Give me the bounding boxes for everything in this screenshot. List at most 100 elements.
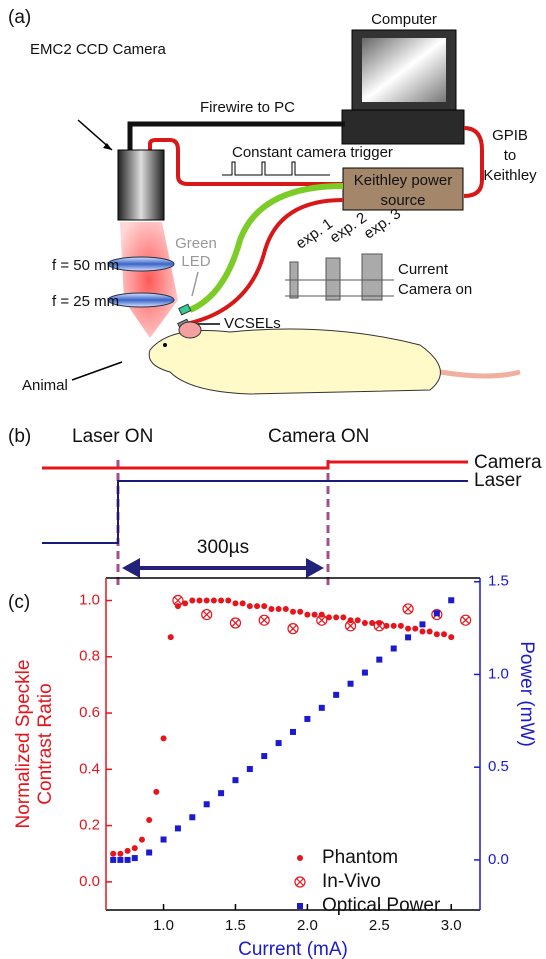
- lens: [107, 256, 175, 272]
- point: [203, 801, 210, 808]
- point: [246, 603, 253, 610]
- lens-label: f = 50 mm: [52, 257, 119, 274]
- point: [201, 609, 213, 621]
- point: [397, 622, 404, 629]
- point: [333, 691, 340, 698]
- point: [344, 620, 357, 632]
- led-cable: [188, 183, 344, 313]
- point: [160, 735, 167, 742]
- point: [196, 597, 203, 604]
- keithley-label: Keithley power: [354, 172, 452, 189]
- y-tick-label: 0.2: [79, 817, 100, 834]
- panel-a: (a) Computer EMC2 CCD Camera Firewire to…: [8, 7, 537, 395]
- point: [131, 845, 138, 852]
- point: [383, 622, 390, 629]
- trigger-pulses: [222, 161, 330, 176]
- arrow: [71, 361, 123, 381]
- panel-b: (b) Laser ON Camera ON Camera Laser 300µ…: [8, 426, 542, 585]
- y2-tick-label: 1.0: [488, 665, 509, 682]
- panel-label: (a): [8, 7, 31, 28]
- legend-label: Optical Power: [322, 895, 441, 916]
- y2-axis-title: Power (mW): [516, 641, 537, 747]
- point: [304, 715, 311, 722]
- point: [290, 728, 296, 735]
- legend-marker: [297, 855, 303, 861]
- led-label: Green: [175, 235, 217, 252]
- camera-signal: [42, 460, 468, 470]
- computer-base: [341, 109, 465, 145]
- point: [218, 790, 225, 797]
- animal-label: Animal: [22, 377, 68, 394]
- point: [340, 614, 347, 621]
- point: [376, 656, 383, 663]
- camera-on-label: Camera ON: [268, 426, 369, 447]
- point: [448, 634, 455, 641]
- laser-on-label: Laser ON: [72, 426, 153, 447]
- point: [441, 631, 448, 638]
- legend-label: Phantom: [322, 847, 398, 868]
- point: [412, 625, 419, 632]
- point: [258, 614, 270, 626]
- lens-label: f = 25 mm: [52, 293, 119, 310]
- point: [172, 594, 184, 607]
- point: [287, 623, 299, 635]
- point: [311, 611, 318, 618]
- animal: [148, 328, 441, 395]
- point: [229, 617, 242, 629]
- panel-label: (c): [8, 592, 30, 613]
- laser-signal: [42, 480, 468, 544]
- point: [146, 816, 153, 823]
- point: [282, 605, 289, 612]
- y-tick-label: 0.6: [79, 704, 100, 721]
- point: [402, 603, 414, 615]
- point: [189, 814, 196, 821]
- tail: [439, 369, 521, 379]
- point: [124, 847, 131, 854]
- point: [316, 614, 328, 626]
- arrow: [191, 271, 199, 297]
- point: [246, 766, 253, 773]
- point: [448, 597, 455, 604]
- firewire-cable: [127, 121, 345, 150]
- point: [268, 605, 275, 612]
- point: [124, 856, 131, 863]
- firewire-label: Firewire to PC: [200, 99, 295, 116]
- point: [318, 704, 325, 711]
- exp-label: exp. 3: [361, 205, 404, 242]
- point: [189, 597, 196, 604]
- x-tick-label: 2.5: [369, 917, 390, 934]
- point: [347, 617, 354, 624]
- point: [433, 631, 440, 638]
- y2-tick-label: 0.0: [488, 851, 509, 868]
- laser-signal-label: Laser: [474, 470, 522, 491]
- point: [361, 620, 368, 627]
- point: [174, 603, 181, 610]
- vcsel-cable: [185, 198, 344, 326]
- point: [131, 855, 138, 862]
- gpib-cable: [463, 126, 484, 198]
- point: [318, 611, 325, 618]
- point: [290, 608, 296, 615]
- legend-marker: [297, 903, 303, 909]
- trigger-label: Constant camera trigger: [232, 144, 393, 161]
- point: [390, 645, 397, 652]
- point: [361, 669, 368, 676]
- trigger-cable: [148, 138, 343, 186]
- delay-label: 300µs: [197, 537, 249, 558]
- exp-pulses: [285, 253, 394, 301]
- laser-beam: [120, 222, 178, 338]
- point: [275, 605, 282, 612]
- camera: [117, 149, 165, 221]
- y-tick-label: 0.0: [79, 873, 100, 890]
- point: [347, 680, 354, 687]
- point: [203, 597, 210, 604]
- y-axis-title: Normalized Speckle: [13, 660, 34, 829]
- point: [297, 608, 304, 615]
- point: [426, 628, 433, 635]
- point: [117, 850, 124, 857]
- point: [304, 611, 311, 618]
- led: [178, 303, 192, 316]
- point: [325, 614, 332, 621]
